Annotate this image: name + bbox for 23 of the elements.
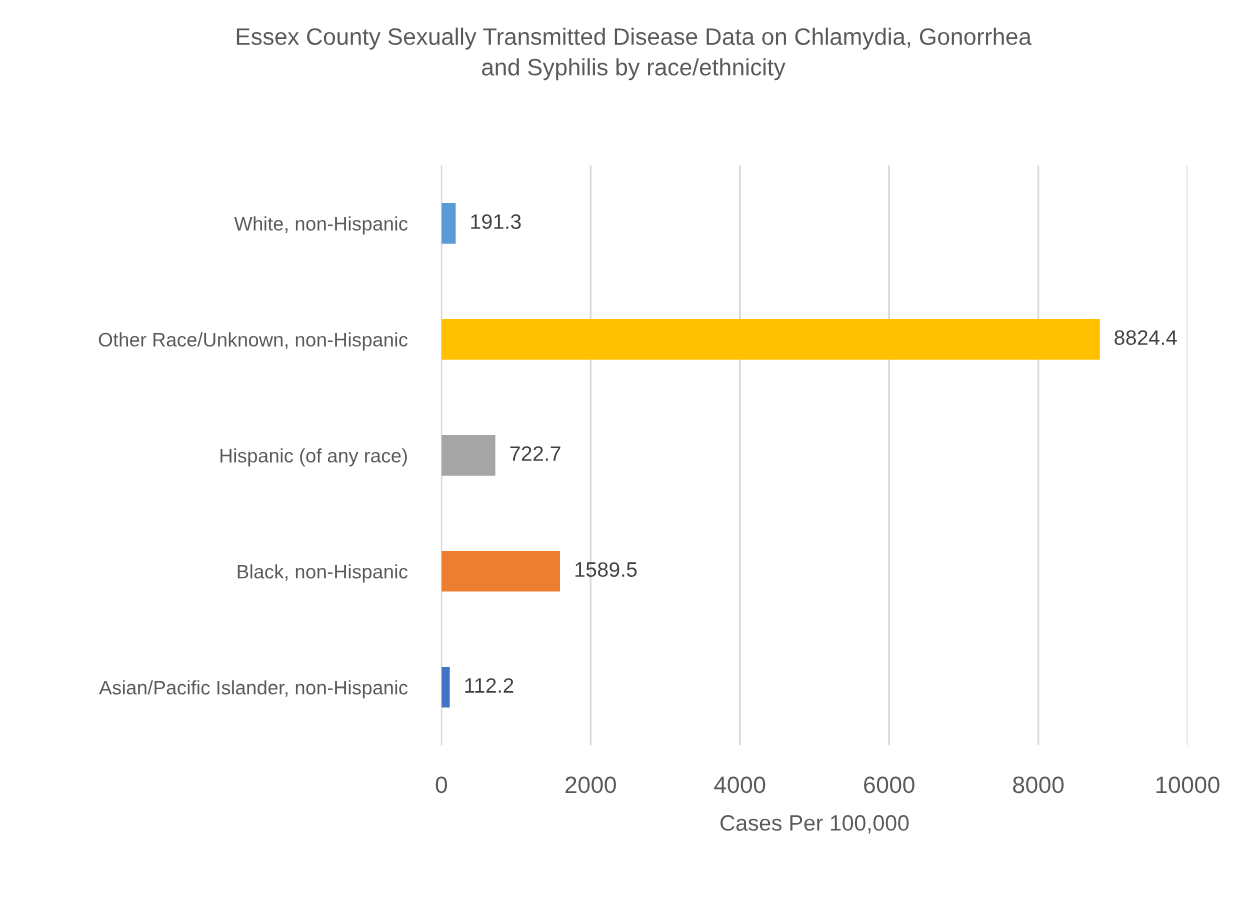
chart-title: Essex County Sexually Transmitted Disease Data on Chlamydia, Gonorrhea and Syphilis by race/ethnicity bbox=[236, 27, 1032, 81]
x-tick-label: 10000 bbox=[1156, 776, 1220, 794]
data-label: 722.7 bbox=[510, 446, 561, 461]
x-tick-label: 0 bbox=[435, 776, 448, 794]
x-tick-label: 4000 bbox=[714, 776, 766, 794]
bar bbox=[441, 203, 456, 244]
x-tick-label: 6000 bbox=[864, 776, 915, 794]
bar bbox=[441, 666, 450, 708]
y-tick-label: Asian/Pacific Islander, non-Hispanic bbox=[99, 680, 408, 699]
y-tick-label: Black, non-Hispanic bbox=[237, 564, 408, 583]
bar bbox=[441, 319, 1100, 360]
data-label: 1589.5 bbox=[575, 562, 637, 577]
bar bbox=[441, 551, 561, 592]
data-label: 8824.4 bbox=[1114, 330, 1177, 345]
bar bbox=[441, 435, 496, 476]
data-label: 112.2 bbox=[465, 678, 514, 693]
x-tick-label: 2000 bbox=[565, 776, 616, 794]
data-label: 191.3 bbox=[471, 214, 521, 229]
x-tick-label: 8000 bbox=[1013, 776, 1064, 794]
y-tick-label: Hispanic (of any race) bbox=[220, 448, 407, 467]
x-axis-title: Cases Per 100,000 bbox=[720, 815, 909, 834]
y-tick-label: Other Race/Unknown, non-Hispanic bbox=[98, 332, 408, 351]
y-tick-label: White, non-Hispanic bbox=[234, 216, 408, 235]
